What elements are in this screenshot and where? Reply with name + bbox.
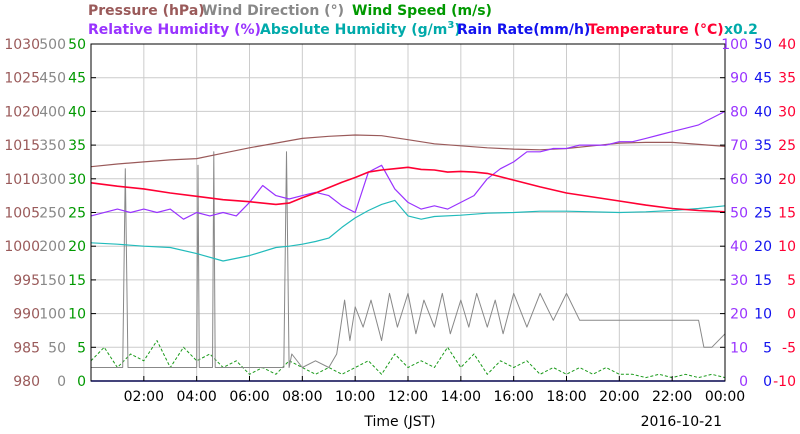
x-axis-label: Time (JST) [363, 414, 435, 430]
y-tick-wind-speed: 50 [68, 37, 86, 53]
y-tick-temperature: 20 [778, 172, 796, 188]
y-tick-rain-rate: 40 [754, 104, 772, 120]
y-tick-relative-humidity: 60 [730, 172, 748, 188]
series-temperature [90, 166, 726, 213]
y-tick-pressure: 1020 [4, 104, 40, 120]
axes: 1030102510201015101010051000995990985980… [4, 37, 796, 405]
y-tick-pressure: 1000 [4, 239, 40, 255]
y-tick-wind-direction: 500 [39, 37, 66, 53]
y-tick-wind-direction: 450 [39, 71, 66, 87]
x-tick-label: 18:00 [546, 389, 586, 405]
y-tick-rain-rate: 15 [754, 273, 772, 289]
x-tick-label: 02:00 [124, 389, 164, 405]
y-tick-rain-rate: 30 [754, 172, 772, 188]
y-tick-relative-humidity: 50 [730, 206, 748, 222]
x-tick-label: 06:00 [229, 389, 269, 405]
legend-relative-humidity: Relative Humidity (%) [88, 22, 261, 38]
legend-temperature: Temperature (°C) [588, 22, 724, 38]
y-tick-rain-rate: 25 [754, 206, 772, 222]
legend-absolute-humidity-close: ) [454, 22, 460, 38]
y-tick-relative-humidity: 40 [730, 239, 748, 255]
legend-rain-rate: Rain Rate(mm/h) [457, 22, 590, 38]
y-tick-pressure: 980 [13, 374, 40, 390]
x-tick-label: 00:00 [705, 389, 745, 405]
x-tick-label: 14:00 [441, 389, 481, 405]
y-tick-pressure: 1015 [4, 138, 40, 154]
x-tick-label: 08:00 [282, 389, 322, 405]
y-tick-relative-humidity: 90 [730, 71, 748, 87]
y-tick-relative-humidity: 80 [730, 104, 748, 120]
y-tick-temperature: -10 [773, 374, 796, 390]
y-tick-wind-speed: 25 [68, 206, 86, 222]
y-tick-wind-direction: 400 [39, 104, 66, 120]
x-tick-label: 04:00 [176, 389, 216, 405]
y-tick-rain-rate: 45 [754, 71, 772, 87]
y-tick-pressure: 1005 [4, 206, 40, 222]
y-tick-pressure: 995 [13, 273, 40, 289]
y-tick-pressure: 1010 [4, 172, 40, 188]
y-tick-wind-direction: 150 [39, 273, 66, 289]
y-tick-wind-direction: 0 [57, 374, 66, 390]
y-tick-rain-rate: 35 [754, 138, 772, 154]
y-tick-rain-rate: 10 [754, 307, 772, 323]
legend-wind-speed: Wind Speed (m/s) [352, 3, 492, 19]
y-tick-wind-direction: 300 [39, 172, 66, 188]
y-tick-temperature: -5 [782, 340, 796, 356]
legend-absolute-humidity-sup: 3 [447, 20, 454, 31]
x-tick-label: 16:00 [493, 389, 533, 405]
y-tick-temperature: 35 [778, 71, 796, 87]
y-tick-temperature: 5 [787, 273, 796, 289]
series-wind-direction [91, 151, 726, 368]
y-tick-wind-speed: 5 [77, 340, 86, 356]
legend-abs-humidity-scale: x0.2 [724, 22, 758, 38]
y-tick-wind-direction: 200 [39, 239, 66, 255]
y-tick-pressure: 990 [13, 307, 40, 323]
legend-absolute-humidity: Absolute Humidity (g/m3) [260, 20, 461, 38]
y-tick-wind-direction: 50 [48, 340, 66, 356]
y-tick-pressure: 1030 [4, 37, 40, 53]
y-tick-rain-rate: 20 [754, 239, 772, 255]
x-tick-label: 12:00 [388, 389, 428, 405]
y-tick-wind-speed: 20 [68, 239, 86, 255]
x-tick-label: 22:00 [652, 389, 692, 405]
x-tick-label: 10:00 [335, 389, 375, 405]
y-tick-wind-speed: 0 [77, 374, 86, 390]
y-tick-wind-direction: 350 [39, 138, 66, 154]
series-pressure [90, 134, 726, 168]
y-tick-wind-speed: 45 [68, 71, 86, 87]
y-tick-rain-rate: 0 [763, 374, 772, 390]
y-tick-temperature: 30 [778, 104, 796, 120]
y-tick-wind-speed: 40 [68, 104, 86, 120]
y-tick-temperature: 10 [778, 239, 796, 255]
y-tick-wind-speed: 30 [68, 172, 86, 188]
series-wind-speed [90, 340, 726, 379]
y-tick-wind-speed: 15 [68, 273, 86, 289]
y-tick-wind-speed: 10 [68, 307, 86, 323]
y-tick-relative-humidity: 10 [730, 340, 748, 356]
y-tick-wind-direction: 250 [39, 206, 66, 222]
y-tick-pressure: 985 [13, 340, 40, 356]
y-tick-relative-humidity: 30 [730, 273, 748, 289]
y-tick-temperature: 25 [778, 138, 796, 154]
y-tick-rain-rate: 50 [754, 37, 772, 53]
legend-absolute-humidity-base: Absolute Humidity (g/m [260, 22, 447, 38]
y-tick-temperature: 0 [787, 307, 796, 323]
y-tick-pressure: 1025 [4, 71, 40, 87]
legend-pressure: Pressure (hPa) [88, 3, 205, 19]
y-tick-temperature: 40 [778, 37, 796, 53]
legend-wind-direction: Wind Direction (°) [202, 3, 344, 19]
series-relative-humidity [90, 110, 726, 220]
y-tick-temperature: 15 [778, 206, 796, 222]
y-tick-wind-speed: 35 [68, 138, 86, 154]
chart-date: 2016-10-21 [641, 414, 722, 430]
y-tick-wind-direction: 100 [39, 307, 66, 323]
x-tick-label: 20:00 [599, 389, 639, 405]
y-tick-relative-humidity: 70 [730, 138, 748, 154]
y-tick-rain-rate: 5 [763, 340, 772, 356]
y-tick-relative-humidity: 20 [730, 307, 748, 323]
y-tick-relative-humidity: 100 [721, 37, 748, 53]
series-absolute-humidity [90, 199, 726, 262]
y-tick-relative-humidity: 0 [739, 374, 748, 390]
